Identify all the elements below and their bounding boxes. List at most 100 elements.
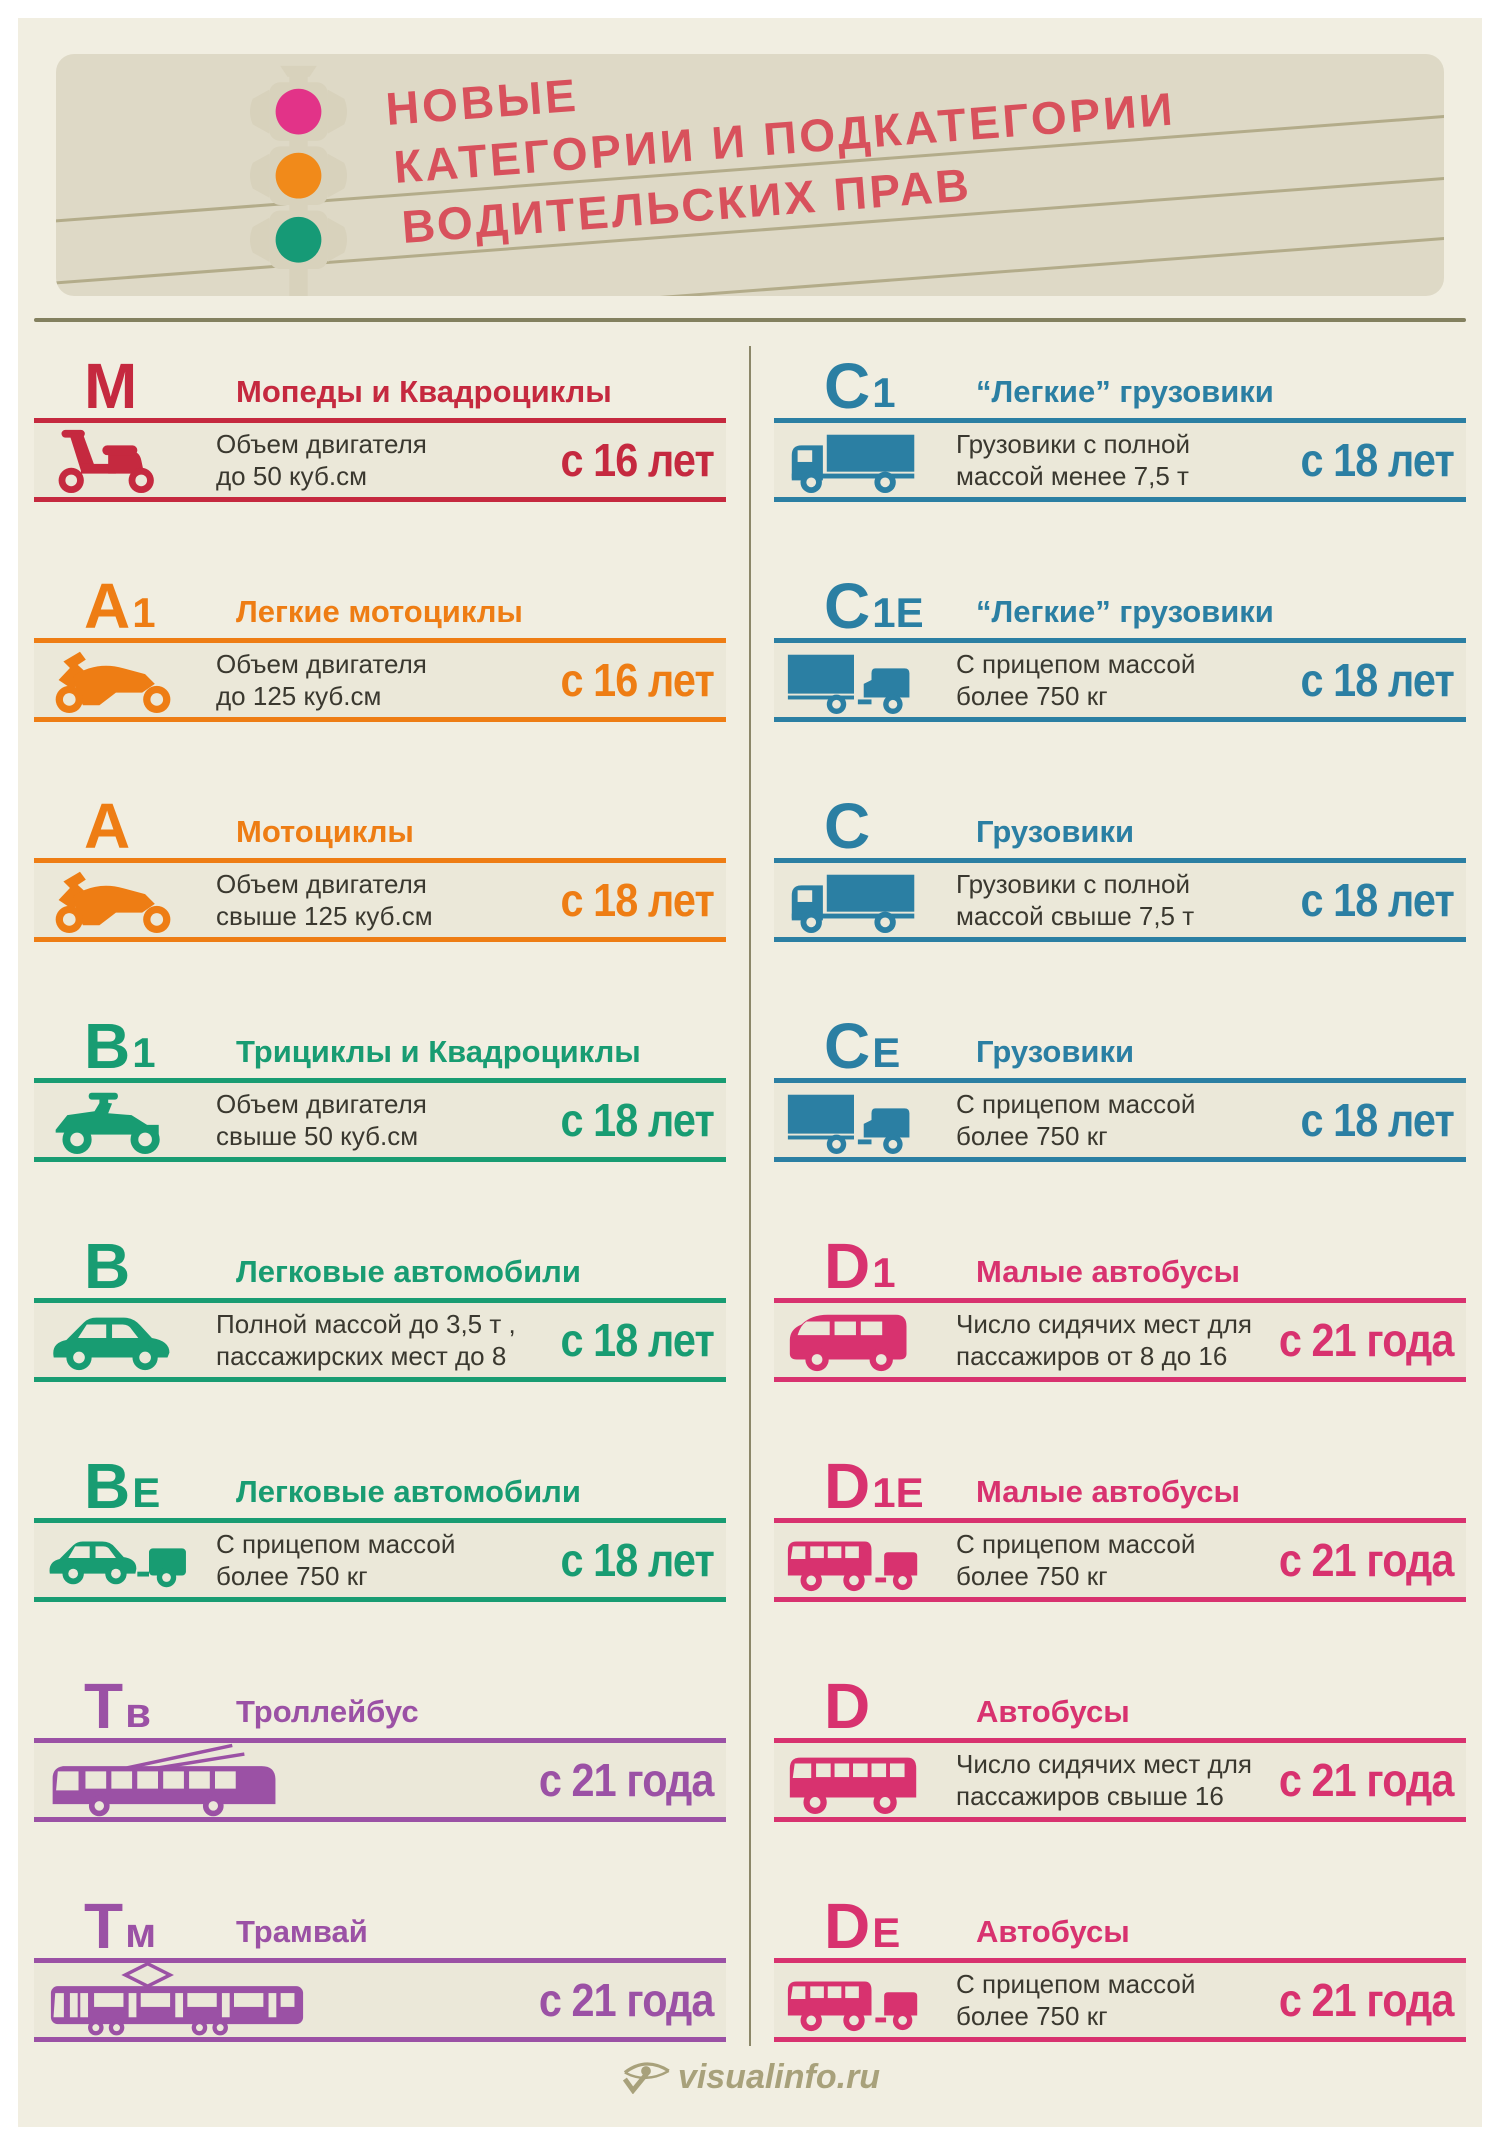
category-desc: С прицепом массой более 750 кг — [956, 1089, 1196, 1151]
bus-icon — [774, 1745, 956, 1815]
category-title: Малые автобусы — [976, 1474, 1240, 1509]
category-desc: Полной массой до 3,5 т , пассажирских мес… — [216, 1309, 516, 1371]
category-age: с 18 лет — [1300, 874, 1454, 926]
category-header: D 1E Малые автобусы — [774, 1448, 1466, 1518]
category-desc: С прицепом массой более 750 кг — [956, 1969, 1196, 2031]
categories-grid: M Мопеды и Квадроциклы Объем двигателя до… — [34, 348, 1466, 2042]
category-band: Число сидячих мест для пассажиров от 8 до… — [774, 1298, 1466, 1382]
tram-icon — [34, 1961, 364, 2038]
car-icon — [34, 1305, 216, 1375]
category-band: Объем двигателя до 50 куб.см с 16 лет — [34, 418, 726, 502]
footer-site-text: visualinfo.ru — [677, 2058, 881, 2096]
category-title: Малые автобусы — [976, 1254, 1240, 1289]
category-header: M Мопеды и Квадроциклы — [34, 348, 726, 422]
truck-trailer-icon — [774, 645, 956, 715]
category-desc: Объем двигателя до 125 куб.см — [216, 649, 427, 711]
category-desc: Число сидячих мест для пассажиров от 8 до… — [956, 1309, 1252, 1371]
category-title: Автобусы — [976, 1694, 1130, 1729]
category-title: Легковые автомобили — [236, 1474, 581, 1509]
category-age: с 21 года — [1278, 1314, 1455, 1366]
category-desc: С прицепом массой более 750 кг — [956, 1529, 1196, 1591]
category-band: с 21 года — [34, 1958, 726, 2042]
category-code: M — [84, 349, 138, 422]
category-band: Грузовики с полной массой свыше 7,5 т с 1… — [774, 858, 1466, 942]
category-band: Полной массой до 3,5 т , пассажирских мес… — [34, 1298, 726, 1382]
category-age: с 16 лет — [560, 654, 714, 706]
category-age: с 21 года — [538, 1754, 715, 1806]
category-title: Мотоциклы — [236, 814, 414, 849]
quad-icon — [34, 1085, 216, 1155]
category-code: B — [84, 1229, 131, 1302]
category-age: с 18 лет — [1300, 654, 1454, 706]
center-divider — [749, 346, 751, 2046]
category-title: Легковые автомобили — [236, 1254, 581, 1289]
minibus-trailer-icon — [774, 1525, 956, 1595]
category-row-A: A Мотоциклы Объем двигателя свыше 125 куб… — [34, 788, 726, 942]
header-separator-rule — [34, 318, 1466, 322]
category-header: B Легковые автомобили — [34, 1228, 726, 1302]
car-trailer-icon — [34, 1525, 216, 1595]
category-age: с 21 года — [538, 1974, 715, 2026]
category-code: D — [824, 1669, 871, 1742]
category-desc: Число сидячих мест для пассажиров свыше 1… — [956, 1749, 1252, 1811]
category-age: с 18 лет — [1300, 1094, 1454, 1146]
category-band: С прицепом массой более 750 кг с 18 лет — [774, 638, 1466, 722]
category-age: с 18 лет — [560, 1314, 714, 1366]
traffic-light-icon — [241, 64, 356, 296]
category-title: “Легкие” грузовики — [976, 374, 1274, 409]
category-age: с 21 года — [1278, 1974, 1455, 2026]
category-title: Мопеды и Квадроциклы — [236, 374, 612, 409]
category-header: A Мотоциклы — [34, 788, 726, 862]
category-band: С прицепом массой более 750 кг с 21 года — [774, 1958, 1466, 2042]
category-band: С прицепом массой более 750 кг с 21 года — [774, 1518, 1466, 1602]
category-header: D Автобусы — [774, 1668, 1466, 1742]
category-band: Объем двигателя свыше 125 куб.см с 18 лет — [34, 858, 726, 942]
category-header: C Грузовики — [774, 788, 1466, 862]
motorcycle-icon — [34, 865, 216, 935]
category-band: Объем двигателя свыше 50 куб.см с 18 лет — [34, 1078, 726, 1162]
category-desc: С прицепом массой более 750 кг — [956, 649, 1196, 711]
category-band: Грузовики с полной массой менее 7,5 т с 1… — [774, 418, 1466, 502]
visualinfo-eye-logo — [620, 2056, 672, 2099]
category-age: с 16 лет — [560, 434, 714, 486]
trolleybus-icon — [34, 1742, 364, 1818]
category-desc: Объем двигателя свыше 125 куб.см — [216, 869, 433, 931]
category-row-D: D Автобусы Число сидячих мест для пассажи… — [774, 1668, 1466, 1822]
scooter-icon — [34, 425, 216, 495]
category-code: A — [84, 789, 131, 862]
category-title: Грузовики — [976, 814, 1135, 849]
truck-icon — [774, 425, 956, 495]
category-row-D1E: D 1E Малые автобусы С прицепом массой боле… — [774, 1448, 1466, 1602]
category-title: “Легкие” грузовики — [976, 594, 1274, 629]
category-row-B: B Легковые автомобили Полной массой до 3… — [34, 1228, 726, 1382]
category-band: с 21 года — [34, 1738, 726, 1822]
category-desc: Объем двигателя до 50 куб.см — [216, 429, 427, 491]
category-band: С прицепом массой более 750 кг с 18 лет — [774, 1078, 1466, 1162]
category-age: с 18 лет — [1300, 434, 1454, 486]
category-code: C — [824, 789, 871, 862]
category-age: с 18 лет — [560, 1094, 714, 1146]
category-desc: Объем двигателя свыше 50 куб.см — [216, 1089, 427, 1151]
category-row-M: M Мопеды и Квадроциклы Объем двигателя до… — [34, 348, 726, 502]
category-row-C: C Грузовики Грузовики с полной массой свы… — [774, 788, 1466, 942]
category-band: Объем двигателя до 125 куб.см с 16 лет — [34, 638, 726, 722]
category-band: С прицепом массой более 750 кг с 18 лет — [34, 1518, 726, 1602]
header-title-line-1: Новые — [384, 68, 581, 136]
